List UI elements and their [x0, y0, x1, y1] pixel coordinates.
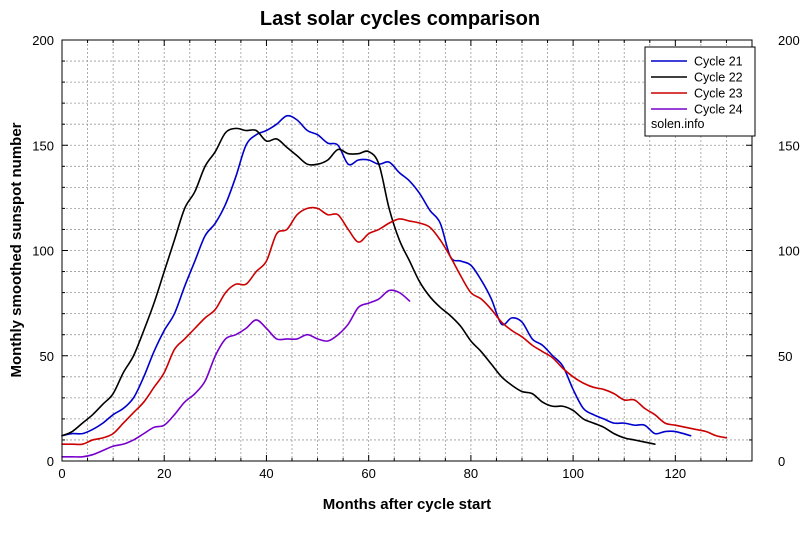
y-tick-label-right: 100	[778, 244, 800, 259]
legend-entries: Cycle 21 Cycle 22 Cycle 23 Cycle 24	[651, 55, 743, 117]
legend-note: solen.info	[651, 117, 705, 131]
series-layer	[61, 114, 728, 458]
x-tick-label: 80	[464, 466, 478, 481]
series-line-cycle-21	[61, 114, 692, 437]
x-tick-label: 40	[259, 466, 273, 481]
legend-label-cycle-21: Cycle 21	[694, 55, 743, 69]
y-tick-label-right: 50	[778, 349, 792, 364]
legend-box	[644, 46, 756, 137]
legend: Cycle 21 Cycle 22 Cycle 23 Cycle 24 solen.i…	[644, 46, 756, 137]
series-line-cycle-24	[61, 289, 411, 458]
y-tick-label-left: 100	[32, 244, 54, 259]
y-tick-label-left: 0	[47, 454, 54, 469]
y-tick-label-right: 200	[778, 33, 800, 48]
x-tick-label: 120	[664, 466, 686, 481]
series-line-cycle-22	[61, 127, 656, 445]
x-tick-label: 0	[58, 466, 65, 481]
x-tick-label: 100	[562, 466, 584, 481]
y-axis-label: Monthly smoothed sunspot number	[8, 122, 25, 377]
y-tick-label-left: 150	[32, 138, 54, 153]
legend-label-cycle-22: Cycle 22	[694, 71, 743, 85]
series-line-cycle-23	[61, 206, 728, 446]
y-tick-label-right: 150	[778, 138, 800, 153]
y-tick-label-left: 50	[40, 349, 54, 364]
x-axis-label: Months after cycle start	[323, 496, 491, 513]
x-tick-label: 20	[157, 466, 171, 481]
grid-lines	[62, 40, 752, 461]
legend-label-cycle-23: Cycle 23	[694, 87, 743, 101]
chart-title: Last solar cycles comparison	[260, 8, 540, 30]
x-tick-label: 60	[361, 466, 375, 481]
legend-label-cycle-24: Cycle 24	[694, 103, 743, 117]
y-tick-label-left: 200	[32, 33, 54, 48]
y-tick-label-right: 0	[778, 454, 785, 469]
